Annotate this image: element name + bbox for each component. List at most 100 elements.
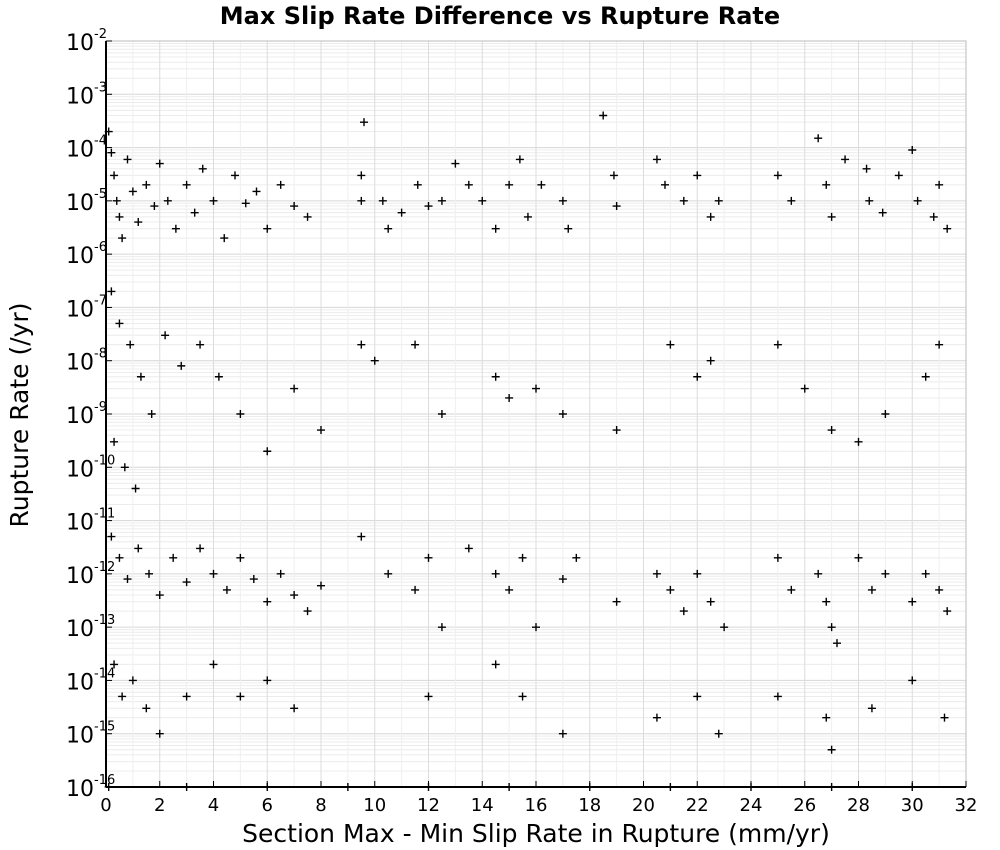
scatter-point: [150, 202, 159, 211]
scatter-point: [505, 585, 514, 594]
scatter-point: [424, 202, 433, 211]
scatter-point: [564, 224, 573, 233]
scatter-point: [263, 676, 272, 685]
y-tick-label: 10-8: [66, 347, 107, 376]
scatter-point: [384, 224, 393, 233]
scatter-point: [370, 356, 379, 365]
scatter-point: [118, 234, 127, 243]
scatter-point: [411, 340, 420, 349]
scatter-point: [652, 569, 661, 578]
scatter-point: [935, 585, 944, 594]
scatter-point: [411, 585, 420, 594]
scatter-point: [913, 196, 922, 205]
scatter-point: [706, 212, 715, 221]
scatter-point: [147, 410, 156, 418]
scatter-point: [163, 196, 172, 205]
scatter-point: [537, 180, 546, 189]
scatter-point: [303, 212, 312, 221]
scatter-point: [115, 212, 124, 221]
scatter-point: [706, 356, 715, 365]
y-tick-label: 10-16: [66, 773, 115, 802]
scatter-point: [867, 585, 876, 594]
scatter-point: [378, 196, 387, 205]
scatter-point: [303, 607, 312, 616]
scatter-point: [693, 569, 702, 578]
scatter-point: [827, 623, 836, 632]
scatter-point: [451, 159, 460, 168]
scatter-point: [190, 208, 199, 217]
scatter-point: [464, 544, 473, 553]
scatter-point: [464, 180, 473, 189]
scatter-point: [854, 437, 863, 446]
scatter-point: [714, 729, 723, 738]
scatter-point: [693, 171, 702, 180]
scatter-point: [814, 569, 823, 578]
scatter-point: [317, 581, 325, 590]
chart-title: Max Slip Rate Difference vs Rupture Rate: [220, 2, 780, 30]
scatter-point: [276, 180, 285, 189]
scatter-point: [357, 171, 366, 180]
y-tick-label: 10-11: [66, 507, 115, 536]
scatter-point: [110, 437, 119, 446]
scatter-point: [397, 208, 406, 217]
scatter-point: [209, 660, 218, 669]
scatter-point: [107, 287, 116, 296]
scatter-point: [290, 591, 299, 600]
scatter-point: [532, 623, 540, 632]
scatter-point: [478, 196, 487, 205]
scatter-point: [128, 676, 137, 685]
scatter-point: [787, 196, 796, 205]
scatter-point: [822, 180, 831, 189]
scatter-point: [720, 623, 729, 632]
scatter-point: [929, 212, 938, 221]
scatter-point: [666, 585, 675, 594]
scatter-point: [706, 597, 715, 606]
scatter-point: [136, 372, 145, 381]
scatter-point: [612, 597, 621, 606]
scatter-point: [773, 692, 782, 701]
scatter-point: [155, 159, 164, 168]
scatter-point: [424, 692, 433, 701]
scatter-point: [360, 118, 368, 127]
scatter-point: [854, 553, 863, 562]
scatter-point: [865, 196, 874, 205]
scatter-point: [505, 393, 514, 402]
scatter-point: [773, 340, 782, 349]
scatter-point: [881, 410, 890, 418]
scatter-point: [679, 196, 688, 205]
scatter-point: [523, 212, 532, 221]
scatter-point: [357, 532, 366, 541]
y-tick-label: 10-12: [66, 560, 115, 589]
scatter-point: [652, 713, 661, 722]
scatter-point: [145, 569, 153, 578]
scatter-point: [209, 196, 218, 205]
scatter-point: [249, 575, 258, 584]
y-tick-label: 10-10: [66, 453, 115, 482]
scatter-point: [558, 575, 567, 584]
grid: [105, 41, 967, 788]
x-tick-label: 30: [901, 795, 924, 816]
x-tick-label: 8: [315, 795, 326, 816]
scatter-point: [220, 234, 229, 243]
scatter-point: [822, 713, 831, 722]
scatter-point: [921, 372, 930, 381]
scatter-point: [263, 597, 272, 606]
scatter-point: [128, 187, 137, 196]
x-tick-label: 20: [632, 795, 655, 816]
x-tick-label: 6: [262, 795, 273, 816]
y-tick-label: 10-13: [66, 613, 115, 642]
scatter-point: [134, 544, 143, 553]
scatter-point: [241, 199, 250, 208]
scatter-point: [236, 553, 245, 562]
x-axis-label: Section Max - Min Slip Rate in Rupture (…: [242, 819, 830, 848]
x-tick-label: 32: [955, 795, 978, 816]
scatter-point: [822, 597, 831, 606]
scatter-point: [252, 187, 261, 196]
scatter-point: [661, 180, 669, 189]
scatter-point: [940, 713, 949, 722]
scatter-point: [693, 692, 702, 701]
scatter-point: [862, 164, 871, 173]
scatter-point: [827, 426, 836, 435]
scatter-point: [290, 202, 299, 211]
scatter-point: [123, 575, 132, 584]
